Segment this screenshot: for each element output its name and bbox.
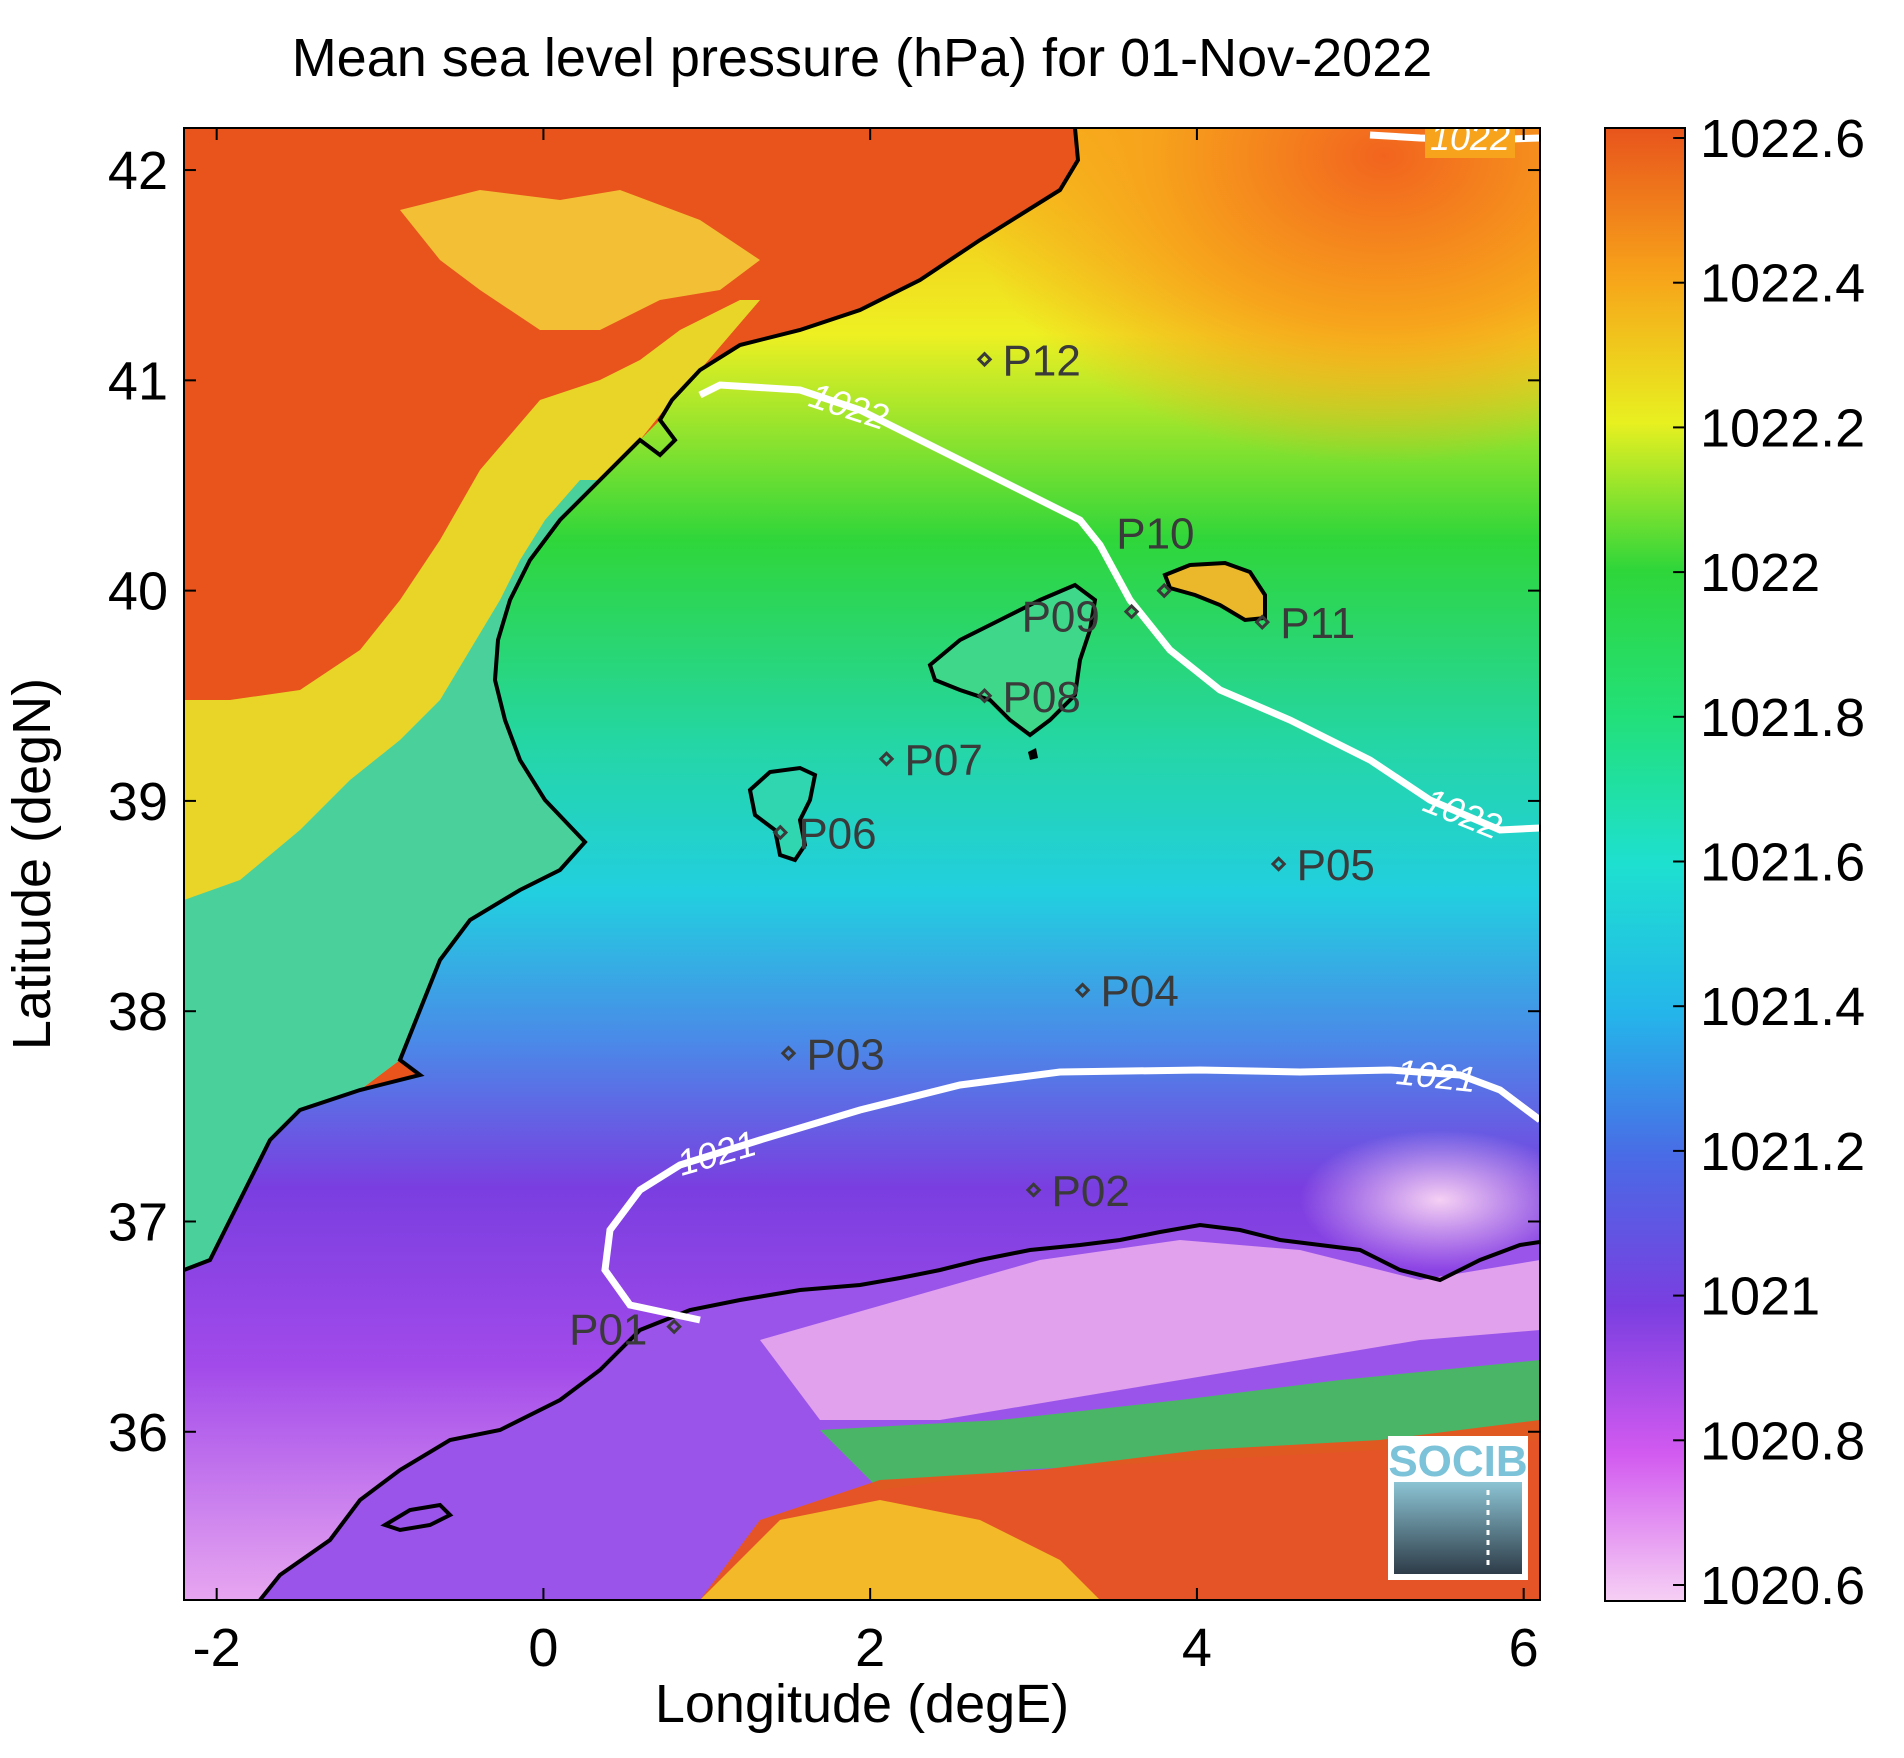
colorbar-tick-label: 1020.8 [1700, 1411, 1865, 1471]
colorbar-tick-label: 1021.4 [1700, 977, 1865, 1037]
ibiza-land [750, 768, 815, 860]
colorbar-tick-label: 1022 [1700, 543, 1820, 603]
map-plot-area: 1022 1022 1022 1021 1021 P01P02P03P04P05… [184, 117, 1540, 1600]
colorbar-tick-label: 1021.8 [1700, 688, 1865, 748]
colorbar-ticks: 1020.6 1020.8 1021 1021.2 1021.4 1021.6 1021.8… [1673, 109, 1865, 1616]
contour-1022-main [698, 381, 1540, 834]
colorbar-tick-label: 1022.2 [1700, 398, 1865, 458]
colorbar-tick-label: 1020.6 [1700, 1556, 1865, 1616]
logo-text: SOCIB [1388, 1437, 1527, 1486]
station-marker-p06 [772, 824, 789, 841]
contour-label-1022-north: 1022 [1430, 117, 1510, 158]
low-pressure-spot [1300, 1130, 1540, 1270]
station-marker-p02 [1025, 1182, 1042, 1198]
colorbar-tick-label: 1021 [1700, 1267, 1820, 1327]
y-tick-label: 37 [108, 1192, 168, 1252]
station-marker-p08 [976, 687, 993, 704]
colorbar-tick-label: 1022.4 [1700, 254, 1865, 314]
station-label-p09: P09 [1022, 593, 1100, 642]
y-tick-label: 41 [108, 351, 168, 411]
station-markers: P01 P02 P03 P04 P05 P06 P07 P08 P09 P10 P11 P12 [569, 336, 1375, 1354]
mallorca-land [930, 585, 1095, 735]
menorca-land [1165, 563, 1265, 620]
station-marker-p01 [666, 1318, 682, 1335]
ibiza-coastline [747, 765, 818, 863]
colorbar: 1020.6 1020.8 1021 1021.2 1021.4 1021.6 1021.8… [1604, 109, 1865, 1616]
station-marker-p03 [780, 1045, 797, 1062]
africa-pink-band [760, 1240, 1540, 1420]
station-label-p08: P08 [1003, 673, 1081, 722]
x-axis-label: Longitude (degE) [655, 1674, 1069, 1734]
colorbar-tick-label: 1021.6 [1700, 833, 1865, 893]
africa-coastline [258, 1222, 1540, 1600]
y-tick-label: 36 [108, 1403, 168, 1463]
highland-patch [400, 190, 760, 330]
station-label-p05: P05 [1297, 841, 1375, 890]
atlas-yellow-patch [700, 1500, 1100, 1600]
logo-water [1394, 1482, 1522, 1574]
station-marker-p09 [1123, 603, 1140, 620]
mallorca-coastline [927, 582, 1098, 738]
cabrera-island [1028, 748, 1038, 760]
station-marker-p04 [1074, 982, 1091, 998]
station-marker-p05 [1270, 856, 1287, 872]
station-label-p11: P11 [1280, 599, 1355, 648]
station-marker-p12 [976, 351, 993, 368]
socib-logo: SOCIB [1388, 1436, 1528, 1580]
station-marker-p10 [1156, 582, 1173, 599]
colorbar-tick-label: 1021.2 [1700, 1122, 1865, 1182]
station-label-p10: P10 [1116, 510, 1194, 559]
x-tick-label: -2 [193, 1618, 241, 1678]
contour-label-1021-east: 1021 [1394, 1051, 1478, 1100]
colorbar-gradient [1604, 127, 1686, 1602]
station-label-p01: P01 [569, 1306, 647, 1355]
colorbar-tick-label: 1022.6 [1700, 109, 1865, 169]
x-tick-label: 4 [1182, 1618, 1212, 1678]
y-tick-label: 38 [108, 982, 168, 1042]
station-label-p04: P04 [1101, 967, 1179, 1016]
axis-ticks: -2 0 2 4 6 36 37 38 39 40 41 42 [108, 128, 1540, 1678]
station-label-p03: P03 [806, 1030, 884, 1079]
coastal-low-band [184, 480, 600, 1270]
y-tick-label: 40 [108, 562, 168, 622]
small-island-coastline [380, 1502, 454, 1533]
station-marker-p11 [1254, 614, 1271, 630]
contour-1021 [601, 1066, 1540, 1324]
x-tick-label: 6 [1509, 1618, 1539, 1678]
station-marker-p07 [878, 751, 895, 767]
station-label-p02: P02 [1052, 1167, 1130, 1216]
africa-green-band [820, 1360, 1540, 1490]
station-label-p06: P06 [798, 809, 876, 858]
iberia-coastline [184, 128, 1081, 1272]
contour-label-bg-north [1425, 128, 1515, 158]
station-label-p12: P12 [1003, 336, 1081, 385]
y-tick-label: 42 [108, 141, 168, 201]
y-tick-label: 39 [108, 772, 168, 832]
map-title: Mean sea level pressure (hPa) for 01-Nov… [292, 28, 1433, 88]
x-tick-label: 0 [528, 1618, 558, 1678]
plot-frame [183, 127, 1541, 1601]
station-label-p07: P07 [905, 736, 983, 785]
x-tick-label: 2 [855, 1618, 885, 1678]
y-axis-label: Latitude (degN) [2, 678, 62, 1050]
